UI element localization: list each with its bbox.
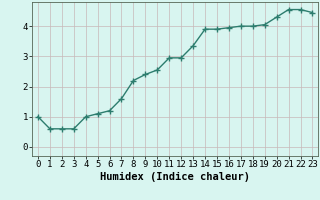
- X-axis label: Humidex (Indice chaleur): Humidex (Indice chaleur): [100, 172, 250, 182]
